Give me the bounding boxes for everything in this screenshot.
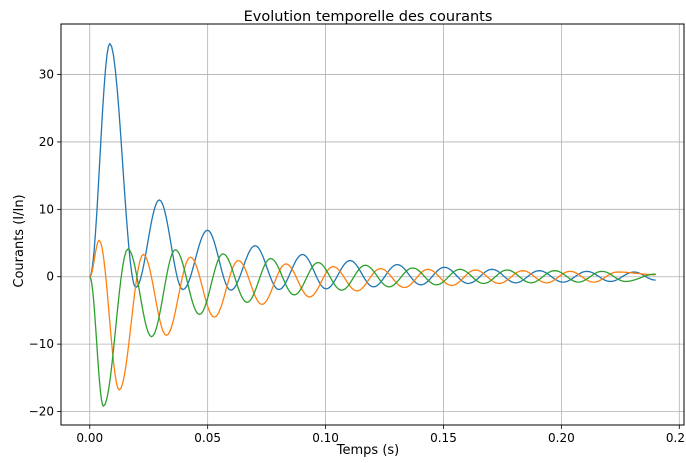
x-tick-label: 0.05 xyxy=(194,431,221,445)
plot-frame xyxy=(60,23,685,426)
series-line-2 xyxy=(89,239,656,391)
grid xyxy=(61,24,684,425)
y-tick-label: 0 xyxy=(46,270,54,284)
x-axis: 0.00 0.05 0.10 0.15 0.20 0.25 xyxy=(76,425,686,445)
y-axis-label: Courants (I/In) xyxy=(12,194,27,287)
y-tick-label: 10 xyxy=(39,202,54,216)
x-tick-label: 0.00 xyxy=(76,431,103,445)
x-tick-label: 0.20 xyxy=(548,431,575,445)
x-tick-label: 0.10 xyxy=(312,431,339,445)
series-line-1 xyxy=(89,42,656,291)
x-tick-label: 0.15 xyxy=(430,431,457,445)
series-lines xyxy=(89,42,656,407)
chart-title: Evolution temporelle des courants xyxy=(244,9,493,25)
x-axis-label: Temps (s) xyxy=(336,443,399,458)
y-axis: −20 −10 0 10 20 30 xyxy=(29,68,61,419)
x-tick-label: 0.25 xyxy=(666,431,686,445)
series-line-3 xyxy=(89,248,656,407)
y-tick-label: −20 xyxy=(29,405,54,419)
y-tick-label: 20 xyxy=(39,135,54,149)
y-tick-label: −10 xyxy=(29,337,54,351)
y-tick-label: 30 xyxy=(39,68,54,82)
